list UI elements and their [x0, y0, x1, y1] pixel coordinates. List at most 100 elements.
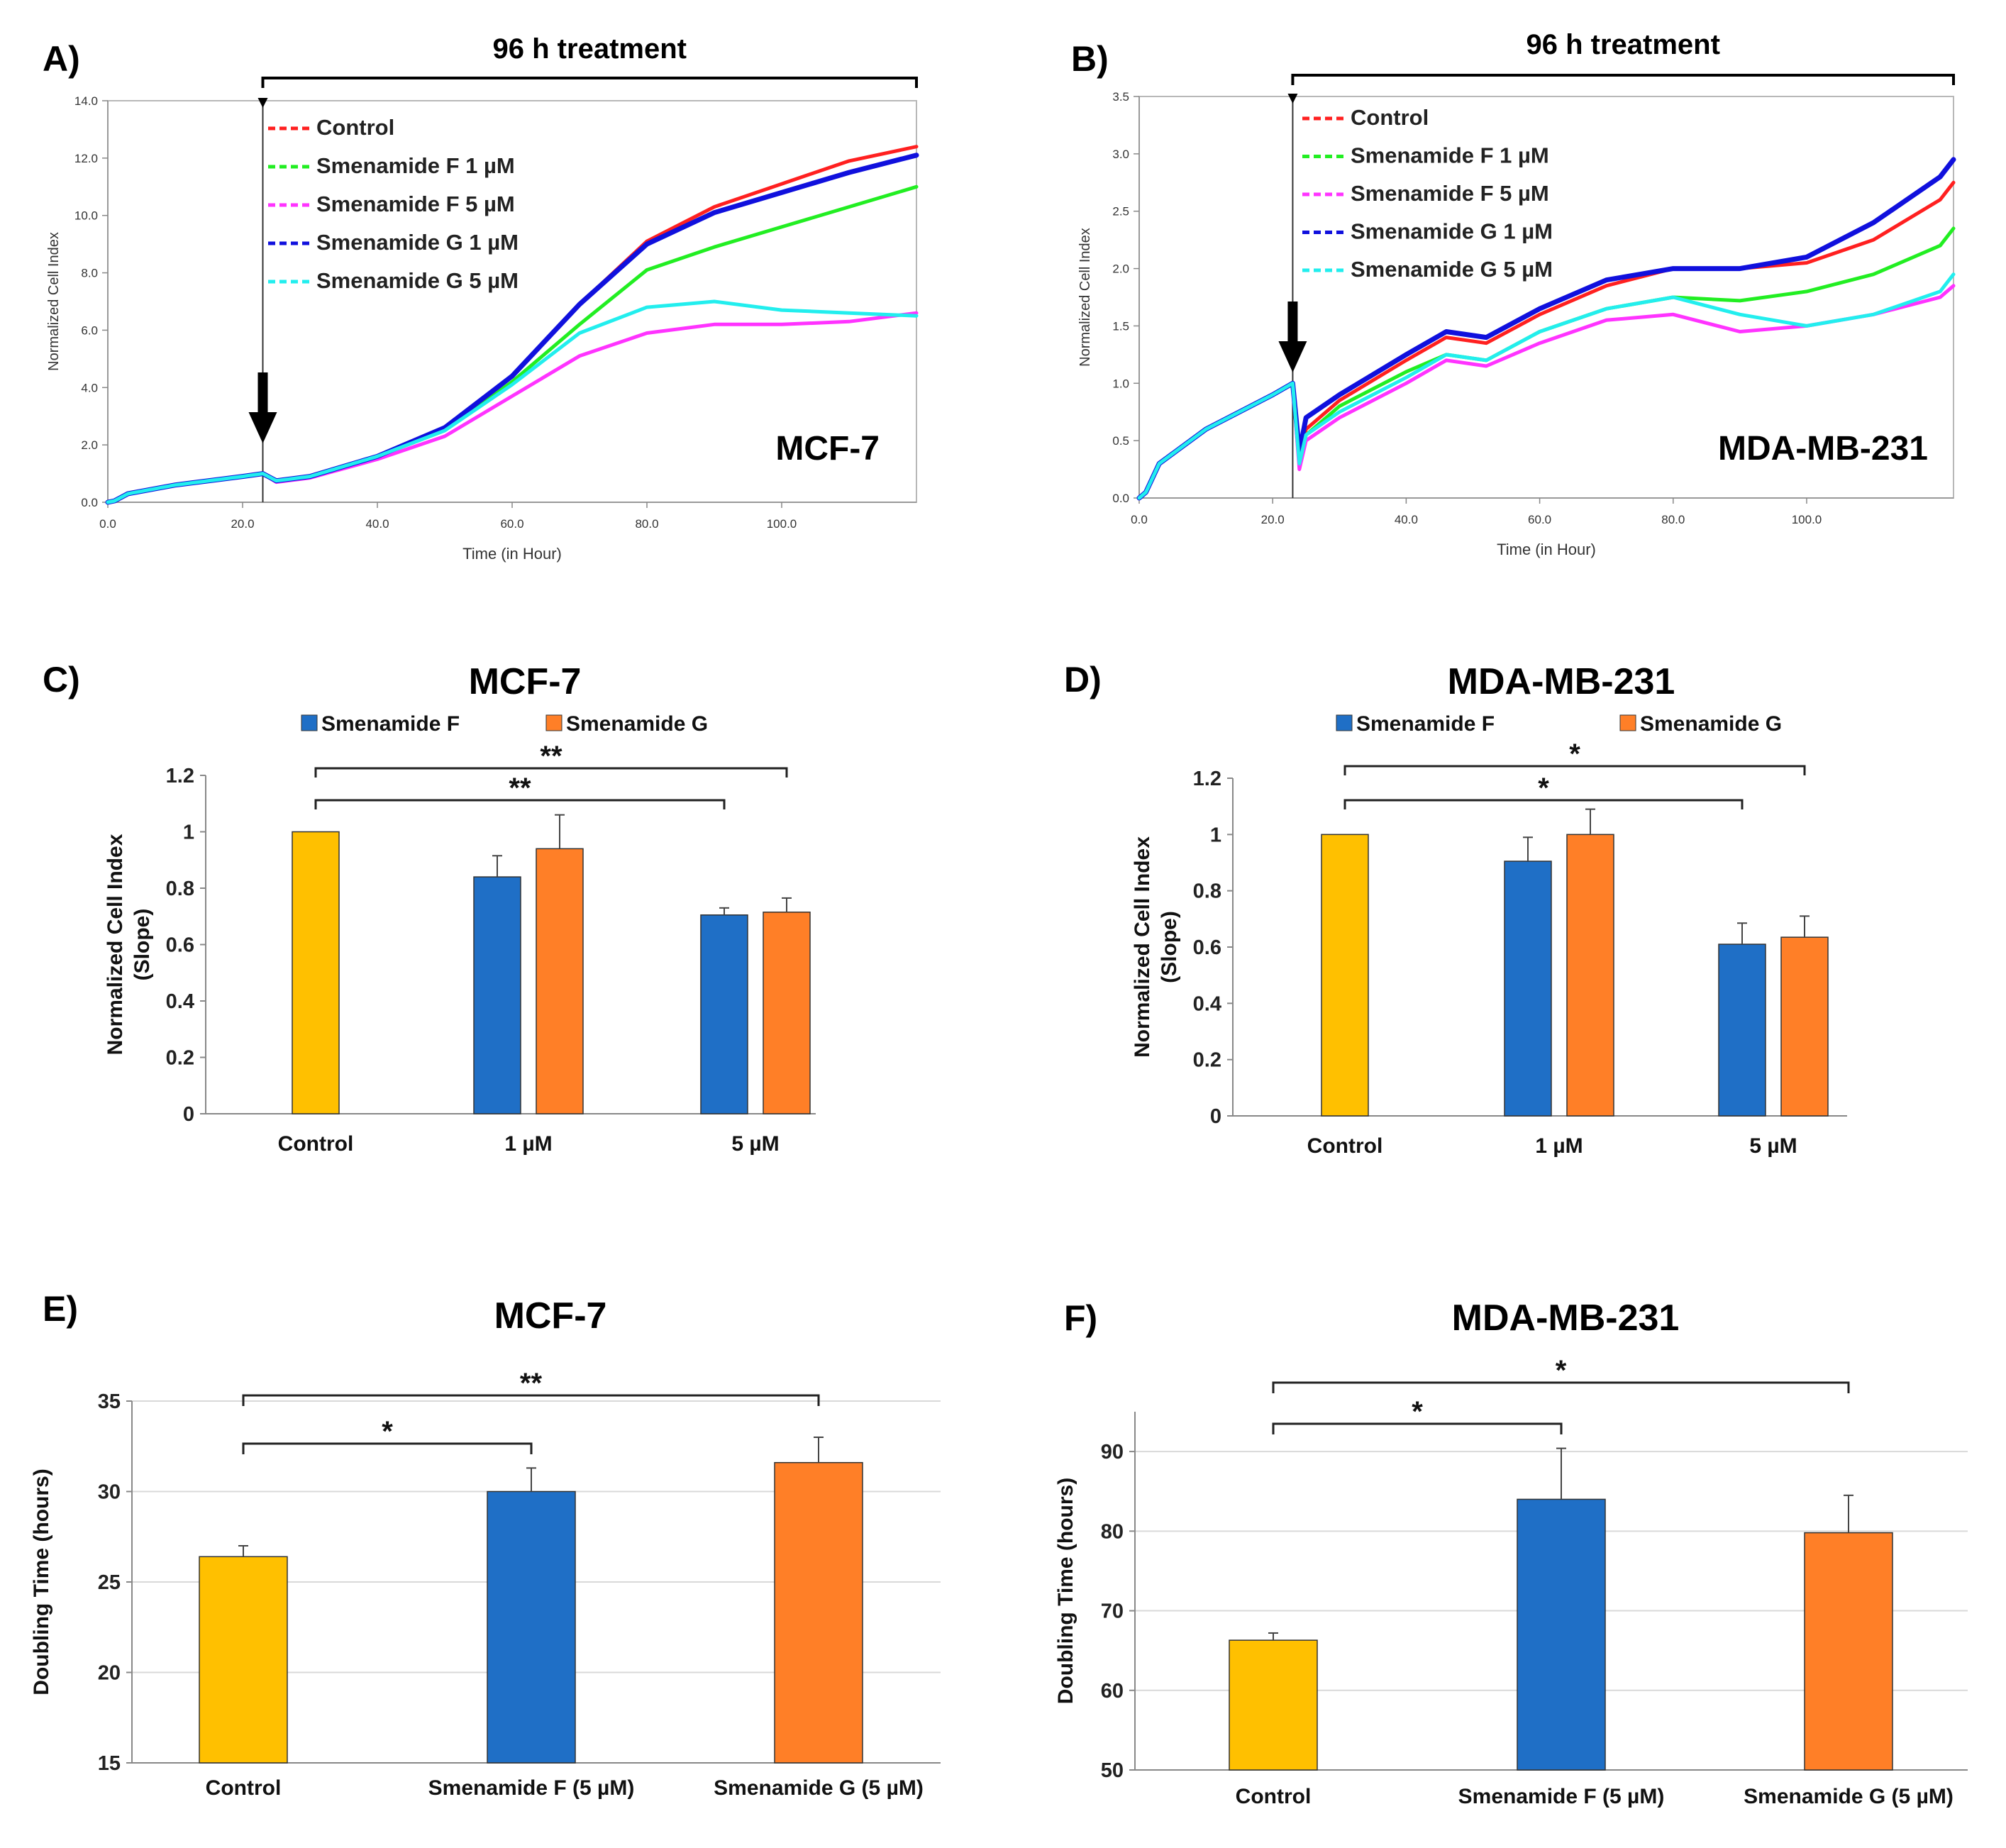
significance-bracket: [1272, 1422, 1563, 1434]
legend-swatch: [1336, 714, 1353, 731]
y-tick-label: 8.0: [81, 267, 98, 280]
bar: [1517, 1498, 1606, 1771]
bar-chart-panel-d: D) MDA-MB-231 0 0.2 0.4 0.6 0.8 1 1.2 Normalized …: [1064, 660, 1847, 1158]
x-tick-label: 40.0: [1395, 513, 1418, 526]
category-label: 5 µM: [1749, 1134, 1797, 1158]
bar: [487, 1490, 576, 1764]
significance-label: *: [1556, 1355, 1567, 1386]
y-tick-label: 2.0: [81, 438, 98, 452]
legend-entry: Smenamide F: [321, 712, 460, 736]
legend: Control Smenamide F 1 µM Smenamide F 5 µM S…: [268, 115, 519, 293]
panel-letter: C): [43, 660, 80, 699]
x-tick-label: 20.0: [231, 517, 254, 531]
y-tick-label: 0.6: [1193, 936, 1221, 959]
significance-bracket: [314, 767, 788, 778]
y-tick-label: 25: [98, 1571, 121, 1594]
y-tick-label: 1.0: [1112, 377, 1129, 390]
treatment-bracket: [261, 77, 918, 88]
significance-label: *: [1412, 1396, 1423, 1427]
treatment-label: 96 h treatment: [493, 33, 687, 65]
y-tick-label: 14.0: [74, 94, 98, 108]
panel-letter: D): [1064, 660, 1102, 699]
significance-label: **: [520, 1368, 543, 1399]
y-tick-label: 0.6: [166, 934, 194, 957]
y-tick-label: 10.0: [74, 209, 98, 223]
bar: [199, 1556, 288, 1764]
category-label: Smenamide G (5 µM): [1744, 1785, 1954, 1808]
bar: [1780, 936, 1829, 1117]
y-tick-label: 0.8: [166, 878, 194, 900]
legend-entry: Smenamide G 1 µM: [316, 230, 519, 255]
category-label: Smenamide F (5 µM): [1458, 1785, 1665, 1808]
bar: [292, 831, 340, 1114]
x-axis-label: Time (in Hour): [1497, 541, 1596, 558]
y-tick-label: 3.0: [1112, 148, 1129, 161]
panel-letter: F): [1064, 1298, 1097, 1338]
legend: Control Smenamide F 1 µM Smenamide F 5 µM S…: [1302, 105, 1553, 282]
bar: [700, 914, 748, 1114]
category-label: Control: [1307, 1134, 1383, 1158]
significance-bracket: [242, 1394, 820, 1406]
category-label: 1 µM: [1535, 1134, 1583, 1158]
treatment-start-triangle: [1287, 94, 1298, 104]
x-tick-label: 40.0: [365, 517, 389, 531]
y-axis-label: Normalized Cell Index: [1131, 836, 1154, 1058]
y-tick-label: 0.4: [166, 990, 194, 1013]
y-axis-label: (Slope): [131, 909, 154, 981]
x-tick-label: 100.0: [767, 517, 797, 531]
x-tick-label: 0.0: [1131, 513, 1148, 526]
bar: [774, 1461, 863, 1764]
y-tick-label: 0.4: [1193, 992, 1221, 1015]
y-tick-label: 0.8: [1193, 880, 1221, 903]
y-tick-label: 20: [98, 1662, 121, 1685]
series-line-smenamide-g-5-m: [106, 299, 919, 504]
significance-label: *: [1538, 773, 1549, 804]
y-tick-label: 60: [1101, 1680, 1124, 1703]
legend-swatch: [1619, 714, 1636, 731]
treatment-start-triangle: [257, 98, 268, 108]
legend-entry: Smenamide G 5 µM: [1351, 257, 1553, 282]
y-tick-label: 4.0: [81, 381, 98, 394]
y-axis-label: Normalized Cell Index: [1077, 228, 1093, 367]
y-tick-label: 50: [1101, 1759, 1124, 1782]
chart-title: MCF-7: [494, 1295, 607, 1337]
legend-entry: Smenamide G: [566, 712, 708, 736]
legend-entry: Smenamide F 5 µM: [1351, 181, 1549, 206]
treatment-bracket: [1291, 74, 1955, 85]
chart-title: MDA-MB-231: [1452, 1298, 1680, 1339]
y-tick-label: 0: [1210, 1105, 1221, 1128]
legend-entry: Smenamide F 5 µM: [316, 192, 515, 216]
significance-bracket: [242, 1442, 533, 1454]
y-tick-label: 0.2: [1193, 1049, 1221, 1072]
legend-entry: Smenamide F 1 µM: [1351, 143, 1549, 168]
cell-line-label: MDA-MB-231: [1718, 430, 1928, 467]
x-tick-label: 0.0: [99, 517, 116, 531]
x-tick-label: 60.0: [500, 517, 523, 531]
bar-chart-panel-c: C) MCF-7 0 0.2 0.4 0.6 0.8 1 1.2 Normalized Cell …: [43, 660, 816, 1156]
significance-label: *: [382, 1416, 393, 1447]
treatment-arrow-icon: [1278, 341, 1307, 372]
y-tick-label: 0.5: [1112, 434, 1129, 448]
significance-label: **: [540, 741, 563, 772]
legend-swatch: [545, 714, 563, 731]
significance-bracket: [1343, 799, 1744, 809]
significance-bracket: [1343, 765, 1806, 775]
x-tick-label: 80.0: [635, 517, 658, 531]
bar: [763, 912, 811, 1114]
x-tick-label: 80.0: [1661, 513, 1685, 526]
treatment-label: 96 h treatment: [1526, 29, 1720, 60]
series-line-smenamide-g-5-m: [1137, 272, 1956, 500]
y-tick-label: 12.0: [74, 152, 98, 165]
bar: [1566, 834, 1614, 1117]
bar: [1504, 861, 1552, 1117]
significance-label: *: [1569, 738, 1580, 770]
legend-entry: Smenamide G 1 µM: [1351, 219, 1553, 244]
panel-letter: A): [43, 39, 80, 79]
significance-bracket: [1272, 1381, 1850, 1393]
x-tick-label: 100.0: [1792, 513, 1822, 526]
x-tick-label: 20.0: [1261, 513, 1285, 526]
y-tick-label: 6.0: [81, 323, 98, 337]
category-label: 1 µM: [504, 1132, 552, 1156]
panel-letter: B): [1071, 39, 1109, 79]
